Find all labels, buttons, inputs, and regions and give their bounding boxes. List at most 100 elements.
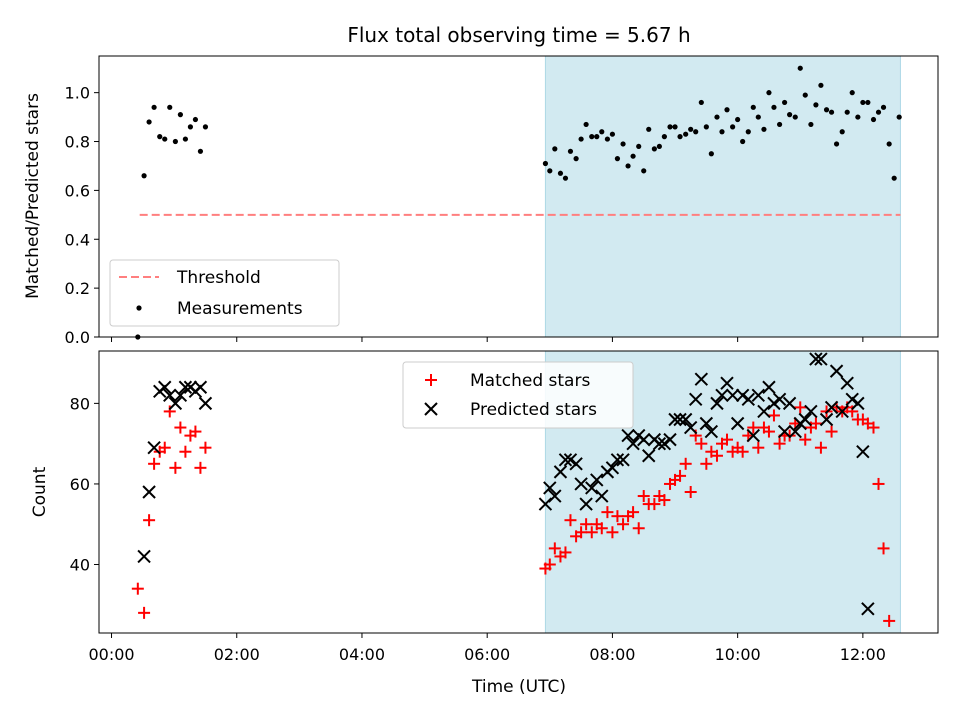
matched-star-point (679, 457, 692, 470)
measurement-point (202, 124, 209, 130)
predicted-star-point (730, 416, 745, 431)
y-tick-label: 1.0 (65, 84, 90, 103)
matched-star-point (564, 514, 577, 527)
measurement-point (828, 109, 835, 115)
predicted-star-point (725, 388, 740, 403)
chart-title: Flux total observing time = 5.67 h (347, 23, 690, 47)
predicted-star-point (762, 380, 776, 394)
predicted-star-point (543, 481, 557, 495)
measurement-point (162, 136, 168, 142)
measurement-point (651, 146, 657, 152)
measurement-point (740, 138, 746, 145)
predicted-star-point (137, 549, 151, 564)
legend-matched-swatch (425, 374, 437, 386)
x-tick-label: 04:00 (339, 645, 385, 664)
matched-star-point (580, 518, 593, 531)
matched-star-point (575, 526, 588, 539)
matched-star-point (648, 498, 661, 511)
predicted-star-point (829, 364, 844, 378)
measurement-point (157, 134, 163, 140)
x-tick-label: 10:00 (715, 645, 761, 664)
observing-window-shade (544, 55, 901, 338)
predicted-star-point (595, 489, 609, 503)
measurement-point (714, 114, 720, 120)
matched-star-point (143, 514, 156, 527)
measurement-point (609, 131, 616, 137)
measurement-point (562, 175, 569, 181)
count-legend-box (402, 361, 634, 429)
measurement-point (761, 126, 767, 132)
predicted-star-point (694, 372, 709, 386)
matched-star-point (559, 546, 572, 559)
predicted-star-point (757, 404, 771, 419)
count-y-ticks: 40 60 80 (70, 394, 99, 575)
predicted-star-point (147, 440, 161, 455)
matched-star-point (189, 425, 202, 438)
matched-star-point (767, 409, 780, 422)
count-legend: Matched stars Predicted stars (402, 361, 634, 429)
predicted-star-point (642, 449, 656, 463)
measurement-point (192, 116, 199, 123)
matched-star-point (658, 494, 671, 507)
matched-star-point (794, 401, 807, 414)
predicted-star-point (616, 453, 630, 467)
y-tick-label: 60 (70, 475, 90, 494)
predicted-star-point (178, 380, 193, 394)
y-tick-label: 0.0 (65, 328, 90, 347)
measurement-point (146, 119, 152, 125)
ratio-y-ticks: 0.0 0.2 0.4 0.6 0.8 1.0 (65, 84, 99, 347)
predicted-star-point (710, 396, 724, 411)
measurement-point (865, 99, 871, 106)
predicted-star-point (699, 416, 714, 431)
matched-star-point (548, 542, 561, 555)
measurement-point (875, 109, 882, 115)
measurement-point (625, 163, 631, 169)
predicted-star-point (626, 436, 640, 451)
predicted-star-point (652, 436, 667, 451)
measurement-point (567, 148, 574, 154)
matched-star-point (752, 441, 765, 454)
measurement-point (719, 129, 725, 135)
measurement-point (594, 134, 600, 140)
measurement-point (693, 129, 699, 135)
legend-matched-label: Matched stars (470, 371, 590, 391)
predicted-star-point (861, 602, 875, 616)
measurement-point (667, 124, 673, 130)
measurement-point (636, 143, 642, 150)
predicted-star-point (798, 412, 812, 427)
measurement-point (641, 168, 647, 174)
predicted-star-point (663, 432, 677, 447)
predicted-star-point (751, 388, 766, 403)
x-tick-label: 02:00 (214, 645, 260, 664)
count-panel-frame (98, 350, 939, 634)
measurement-point (735, 116, 741, 123)
matched-star-point (131, 582, 144, 595)
matched-star-point (846, 405, 859, 418)
count-x-ticks: 00:00 02:00 04:00 06:00 08:00 10:00 12:00 (88, 633, 886, 664)
predicted-star-point (563, 453, 578, 467)
matched-star-point (773, 437, 786, 450)
ratio-legend-box (109, 259, 340, 327)
predicted-star-point (782, 396, 797, 411)
predicted-star-point (163, 388, 177, 403)
matched-star-point (872, 477, 885, 490)
measurement-point (839, 129, 845, 135)
measurement-point (813, 102, 819, 108)
measurement-point (677, 134, 683, 140)
x-tick-label: 00:00 (88, 645, 134, 664)
predicted-star-point (840, 376, 854, 390)
measurement-point (855, 114, 861, 120)
predicted-star-point (605, 461, 620, 475)
measurement-point (797, 65, 803, 71)
y-tick-label: 80 (70, 394, 90, 413)
measurement-point (630, 153, 636, 159)
ratio-y-axis-label: Matched/Predicted stars (23, 93, 43, 299)
predicted-star-point (553, 465, 568, 479)
measurement-point (724, 107, 730, 113)
measurement-point (808, 121, 814, 128)
x-axis-label: Time (UTC) (471, 677, 566, 697)
measurement-point (552, 146, 558, 152)
predicted-star-point (142, 485, 156, 499)
predicted-star-point (558, 453, 573, 467)
